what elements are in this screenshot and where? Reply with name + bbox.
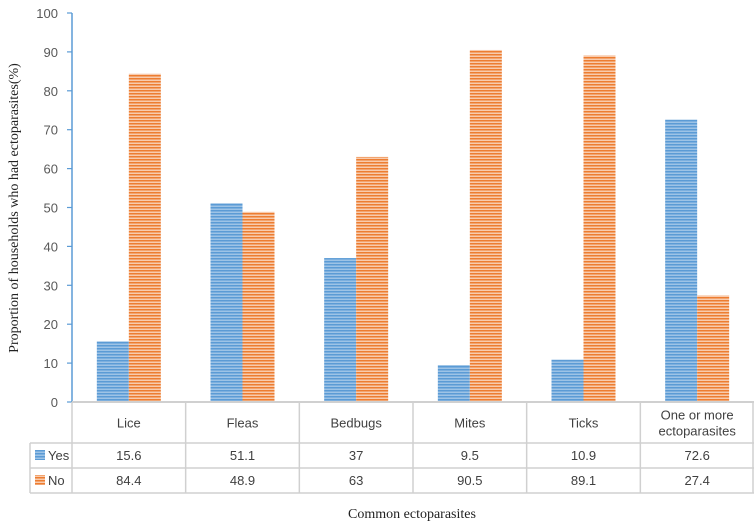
bar-no-3: [469, 49, 502, 403]
table-cell-value: 89.1: [571, 473, 596, 488]
legend-label-yes: Yes: [48, 448, 70, 463]
bar-yes-0: [96, 341, 129, 402]
table-cell-value: 37: [349, 448, 363, 463]
table-cell-value: 48.9: [230, 473, 255, 488]
bar-yes-2: [324, 258, 357, 402]
x-category-label: Fleas: [227, 416, 259, 431]
bar-yes-1: [210, 203, 243, 402]
bar-yes-4: [551, 359, 584, 402]
y-tick-label: 40: [44, 239, 58, 254]
table-cell-value: 90.5: [457, 473, 482, 488]
y-tick-label: 30: [44, 278, 58, 293]
table-cell-value: 51.1: [230, 448, 255, 463]
x-axis-label: Common ectoparasites: [348, 507, 476, 522]
y-tick-label: 70: [44, 123, 58, 138]
y-tick-label: 60: [44, 162, 58, 177]
table-cell-value: 63: [349, 473, 363, 488]
x-category-label: Ticks: [569, 416, 599, 431]
bar-yes-3: [437, 365, 470, 402]
y-tick-label: 0: [51, 395, 58, 410]
table-cell-value: 84.4: [116, 473, 141, 488]
y-tick-label: 80: [44, 84, 58, 99]
y-tick-label: 90: [44, 45, 58, 60]
bar-no-5: [697, 295, 730, 402]
table-cell-value: 27.4: [685, 473, 710, 488]
x-category-label: Mites: [454, 416, 486, 431]
x-category-label: Lice: [117, 416, 141, 431]
table-cell-value: 72.6: [685, 448, 710, 463]
bar-yes-5: [665, 119, 698, 402]
y-axis-label: Proportion of households who had ectopar…: [7, 63, 22, 353]
legend-swatch-no: [35, 475, 45, 485]
legend-label-no: No: [48, 473, 65, 488]
table-cell-value: 9.5: [461, 448, 479, 463]
y-tick-label: 10: [44, 356, 58, 371]
y-tick-label: 20: [44, 317, 58, 332]
bar-no-2: [356, 156, 389, 402]
x-category-label: One or more: [661, 408, 734, 423]
x-category-label: Bedbugs: [331, 416, 383, 431]
legend-swatch-yes: [35, 450, 45, 460]
table-cell-value: 15.6: [116, 448, 141, 463]
bar-no-0: [128, 73, 161, 403]
x-category-label: ectoparasites: [659, 424, 737, 439]
bar-no-1: [242, 211, 275, 402]
bar-no-4: [583, 55, 616, 402]
y-tick-label: 50: [44, 201, 58, 216]
y-tick-label: 100: [36, 6, 58, 21]
table-cell-value: 10.9: [571, 448, 596, 463]
